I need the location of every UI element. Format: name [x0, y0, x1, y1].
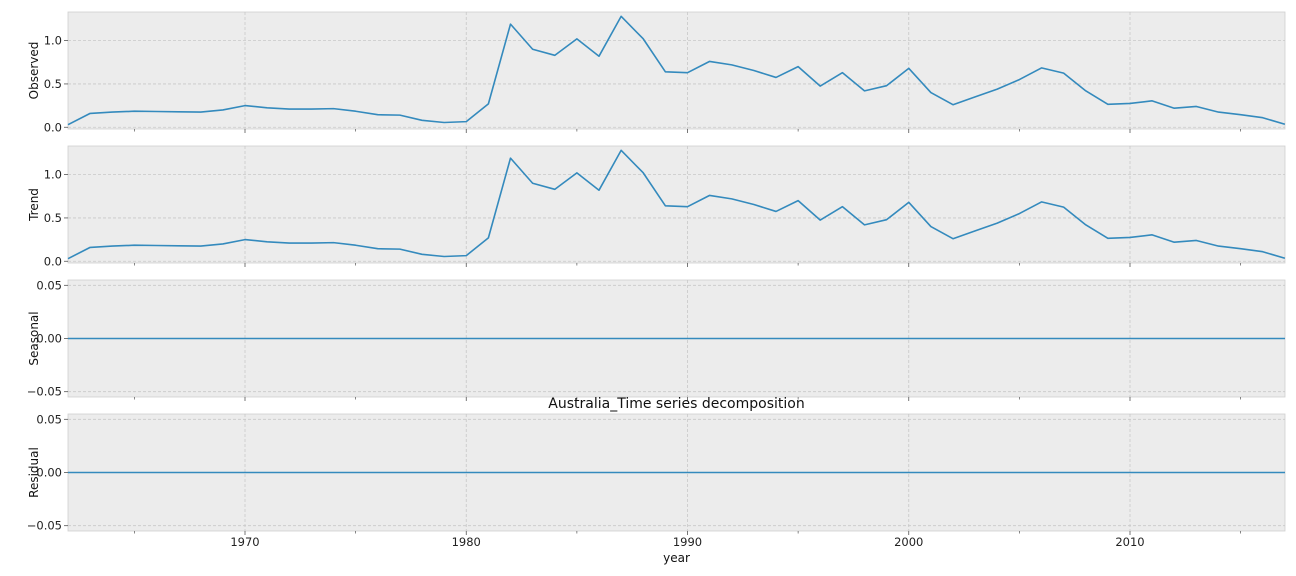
seasonal-panel: −0.05 0.00 0.05 Seasonal [27, 278, 1286, 401]
trend-series-line [67, 149, 1286, 260]
observed-ytick-label-0: 0.0 [44, 120, 62, 134]
x-tick-label-2010: 2010 [1115, 535, 1144, 549]
trend-ytick-label-2: 1.0 [44, 168, 62, 182]
observed-axis-label: Observed [27, 42, 41, 100]
residual-panel: −0.05 0.00 0.05 Residual [27, 412, 1286, 535]
observed-series-line [67, 15, 1286, 126]
seasonal-ytick-label-2: 0.05 [36, 278, 62, 292]
seasonal-axis-label: Seasonal [27, 311, 41, 365]
trend-ytick-label-0: 0.0 [44, 254, 62, 268]
trend-plot-area [67, 145, 1286, 264]
trend-ytick-label-1: 0.5 [44, 211, 62, 225]
residual-ytick-label-2: 0.05 [36, 412, 62, 426]
observed-ytick-label-2: 1.0 [44, 34, 62, 48]
trend-axis-label: Trend [27, 188, 41, 222]
residual-axis-label: Residual [27, 447, 41, 498]
seasonal-ytick-label-1: 0.00 [36, 332, 62, 346]
residual-ytick-label-0: −0.05 [27, 519, 62, 533]
x-axis-label: year [663, 551, 690, 565]
seasonal-ytick-label-0: −0.05 [27, 385, 62, 399]
observed-plot-area [67, 11, 1286, 130]
x-tick-label-1970: 1970 [230, 535, 259, 549]
chart-title: Australia_Time series decomposition [548, 396, 804, 412]
residual-ytick-label-1: 0.00 [36, 466, 62, 480]
x-tick-label-2000: 2000 [894, 535, 923, 549]
x-tick-label-1990: 1990 [673, 535, 702, 549]
x-tick-label-1980: 1980 [452, 535, 481, 549]
observed-ytick-label-1: 0.5 [44, 77, 62, 91]
